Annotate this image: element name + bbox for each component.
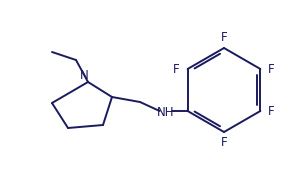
Text: N: N xyxy=(80,69,88,82)
Text: F: F xyxy=(221,30,227,44)
Text: F: F xyxy=(268,105,275,118)
Text: F: F xyxy=(173,62,180,75)
Text: F: F xyxy=(221,136,227,150)
Text: F: F xyxy=(268,62,275,75)
Text: NH: NH xyxy=(157,105,174,118)
